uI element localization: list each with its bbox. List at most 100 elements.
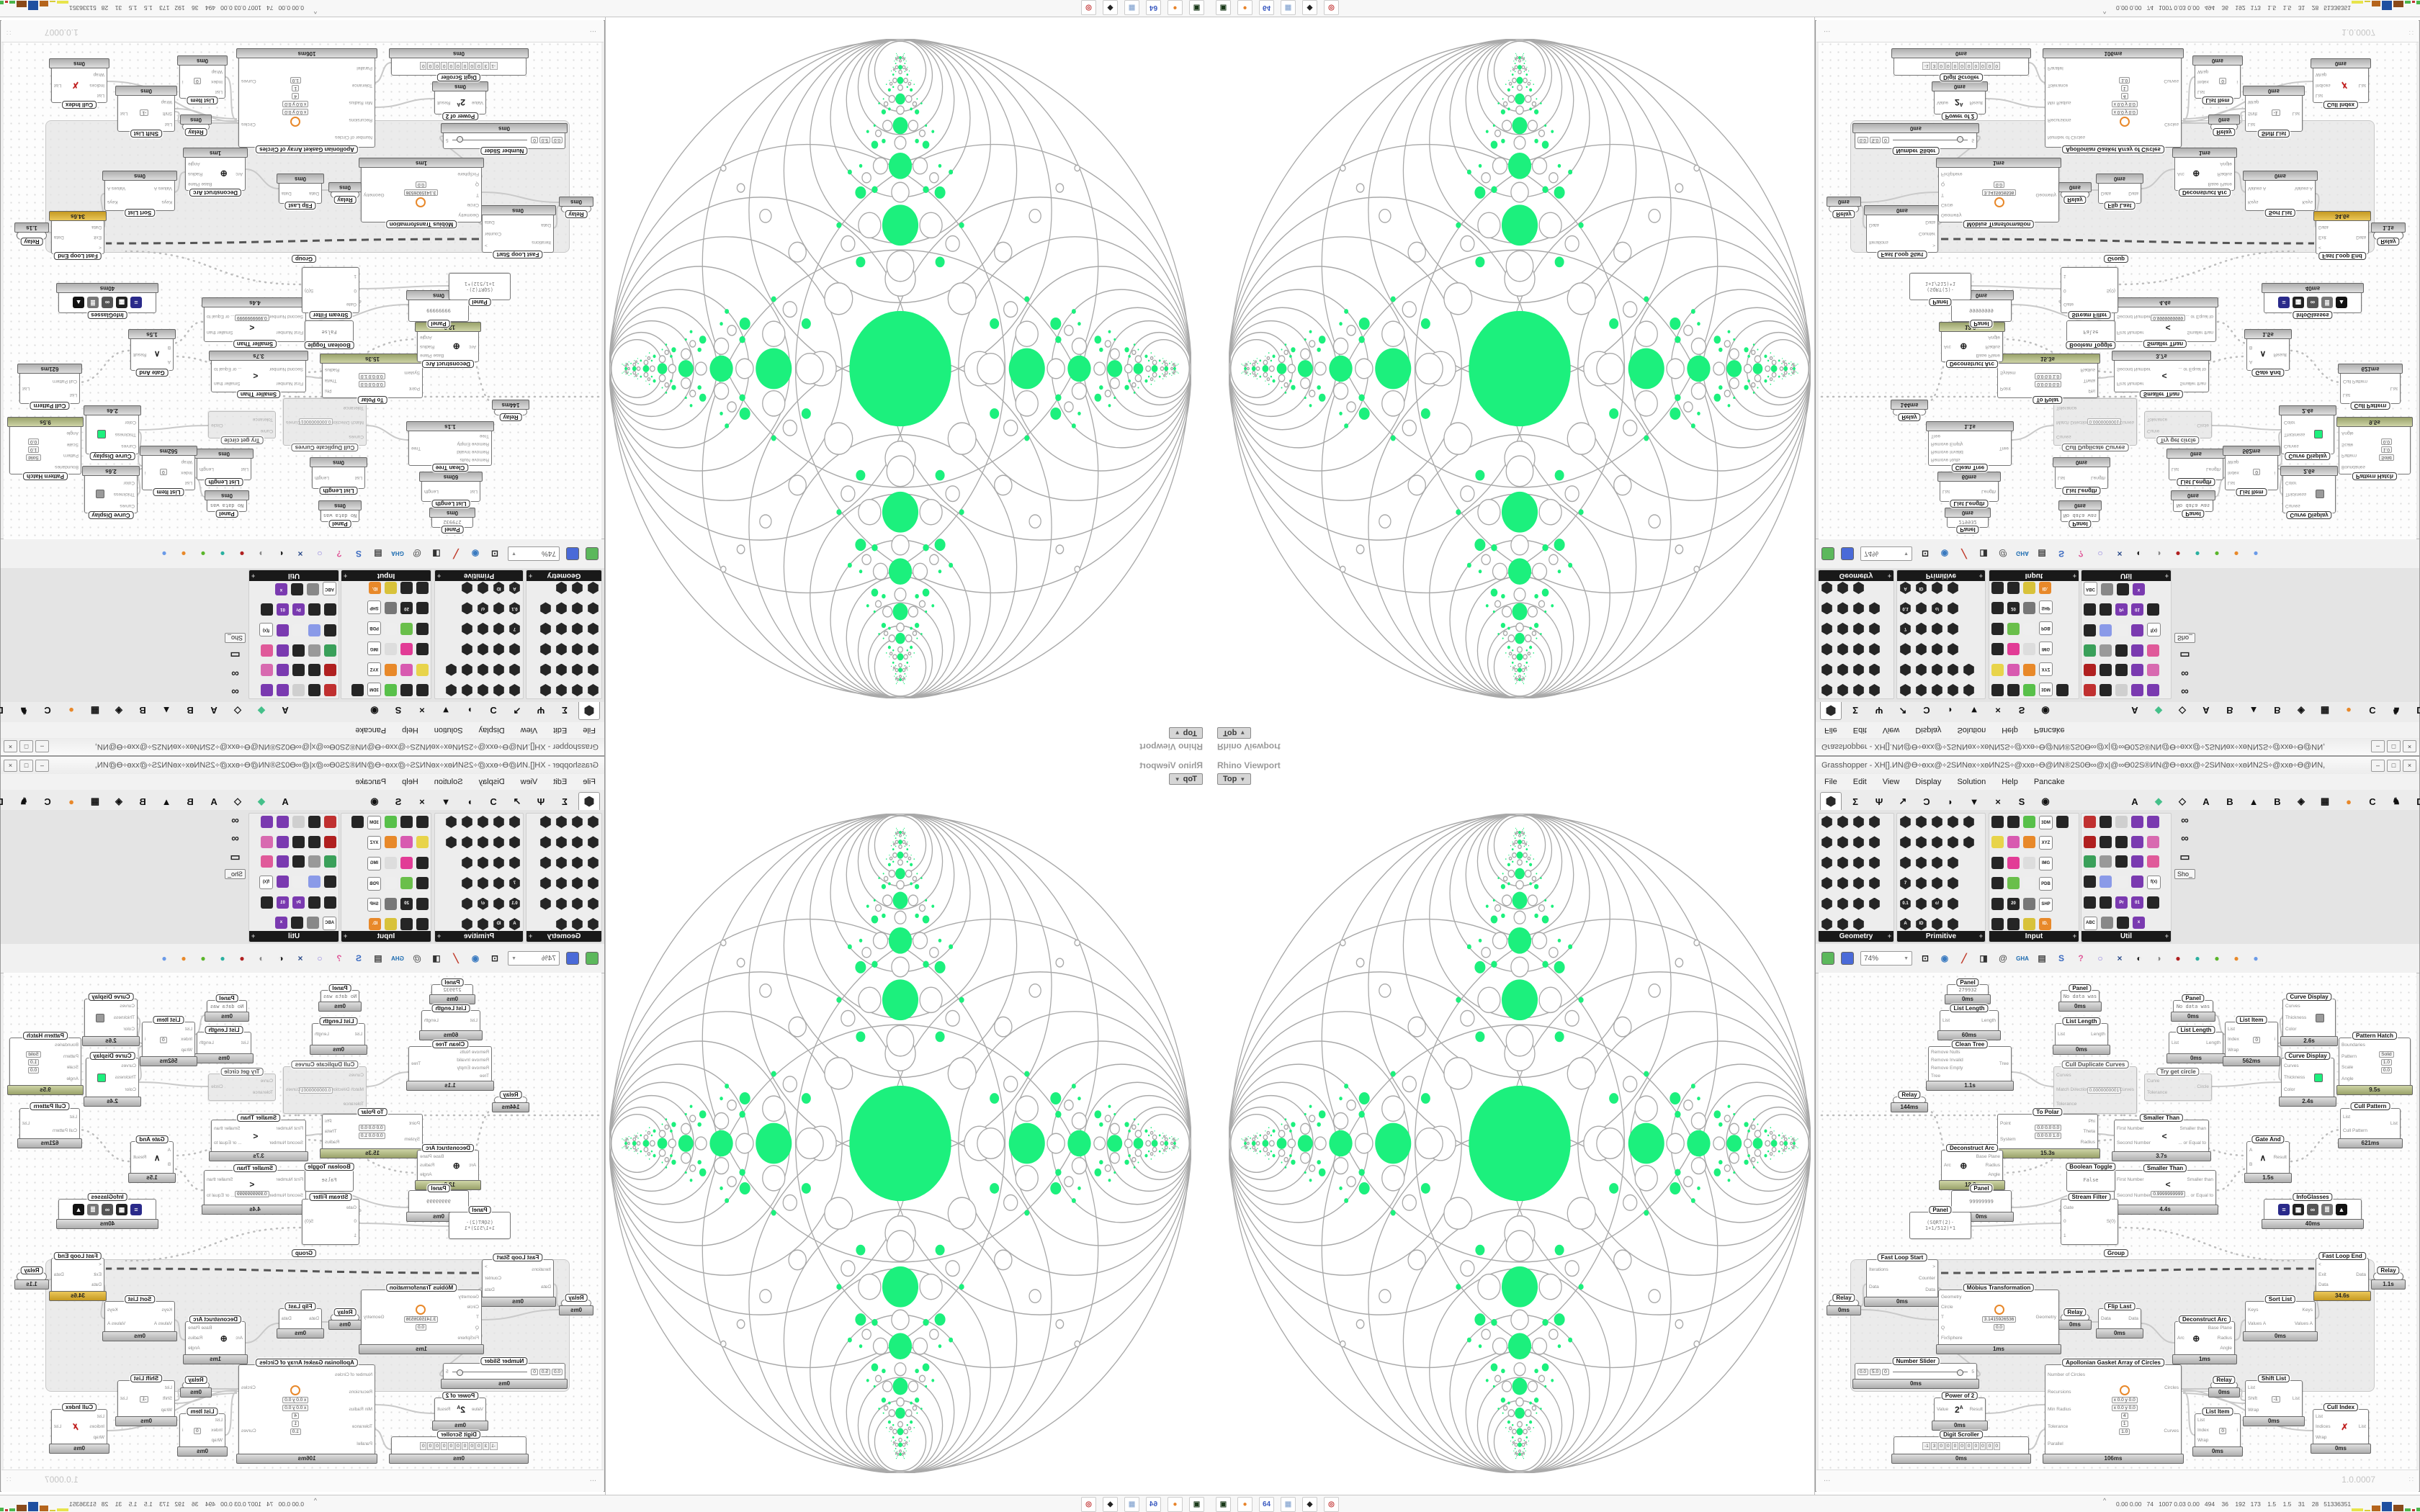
- gh-node-stream-filter[interactable]: Stream Filter Gate 0 1 S(0): [302, 267, 359, 319]
- component-icon[interactable]: [587, 602, 599, 614]
- gh-node-boolean-toggle[interactable]: Boolean Toggle False: [2066, 320, 2116, 349]
- component-icon[interactable]: [477, 836, 489, 848]
- component-icon[interactable]: [493, 623, 505, 635]
- menu-item-pancake[interactable]: Pancake: [355, 726, 387, 734]
- component-icon[interactable]: [2117, 583, 2129, 596]
- window-button[interactable]: –: [35, 760, 49, 772]
- menu-item-solution[interactable]: Solution: [434, 726, 463, 734]
- component-icon[interactable]: [385, 684, 397, 696]
- component-icon[interactable]: [2115, 875, 2128, 888]
- balloon-icon[interactable]: ○: [2097, 549, 2103, 559]
- calculator-icon[interactable]: ▦: [1281, 0, 1296, 15]
- component-icon[interactable]: [1821, 836, 1832, 849]
- component-icon[interactable]: [1915, 684, 1927, 696]
- component-icon[interactable]: x: [2133, 583, 2145, 596]
- category-tab[interactable]: ▦: [2320, 796, 2330, 806]
- component-icon[interactable]: [277, 684, 289, 696]
- window-button[interactable]: □: [19, 760, 33, 772]
- gh-node-smaller-than[interactable]: Smaller Than First Number Second Number <0.…: [202, 1164, 308, 1215]
- pin-orange-icon[interactable]: ●: [2233, 549, 2239, 559]
- component-icon[interactable]: [493, 684, 505, 696]
- help-box-icon[interactable]: ?: [336, 953, 342, 963]
- menu-item-help[interactable]: Help: [402, 778, 418, 786]
- component-icon[interactable]: [508, 684, 521, 696]
- component-icon[interactable]: [2115, 624, 2128, 637]
- component-icon[interactable]: [555, 857, 568, 869]
- sketch-pen-icon[interactable]: ╱: [453, 549, 459, 559]
- category-tab[interactable]: C: [44, 705, 51, 716]
- window-button[interactable]: –: [35, 740, 49, 752]
- pin-teal-icon[interactable]: ●: [2195, 953, 2200, 963]
- gh-node-shift-list[interactable]: Shift List List Shift Wrap -1 List 0ms: [2243, 86, 2305, 138]
- component-icon[interactable]: [477, 664, 489, 676]
- gh-node-curve-display[interactable]: Curve Display Curves Thickness Color 2.4s: [2279, 405, 2336, 460]
- gh-node-panel[interactable]: Panel No data was 0ms: [205, 994, 249, 1022]
- category-tab[interactable]: ▲: [161, 796, 171, 807]
- component-icon[interactable]: [400, 582, 413, 595]
- window-button[interactable]: –: [2371, 760, 2385, 772]
- category-tab[interactable]: Ɔ: [490, 705, 497, 716]
- window-button[interactable]: ×: [2403, 740, 2416, 752]
- component-icon[interactable]: [2023, 816, 2035, 828]
- zoom-level-select[interactable]: 74% ▼: [1860, 951, 1912, 966]
- save-file-icon[interactable]: [566, 952, 579, 965]
- gh-node-panel[interactable]: Panel No data was 0ms: [2171, 490, 2215, 518]
- component-icon[interactable]: [1991, 622, 2004, 635]
- zoom-level-select[interactable]: 74% ▼: [508, 546, 560, 561]
- viewport-icon[interactable]: ◨: [432, 549, 441, 559]
- pin-orange-icon[interactable]: ●: [181, 549, 187, 559]
- glasses-icon[interactable]: ∞: [231, 667, 239, 680]
- component-icon[interactable]: c/: [477, 898, 489, 910]
- component-icon[interactable]: [2023, 897, 2035, 910]
- gha-loader-icon[interactable]: GHA: [2016, 550, 2029, 557]
- sketch-pen-icon[interactable]: ╱: [1961, 953, 1967, 963]
- category-tab[interactable]: ◉: [2041, 796, 2050, 806]
- category-tab[interactable]: ♞: [19, 706, 28, 716]
- gh-node-cull-index[interactable]: Cull Index List Indices Wrap ✗ List 0ms: [2311, 1403, 2371, 1454]
- glasses-icon[interactable]: ▭: [2179, 851, 2190, 863]
- component-icon[interactable]: [493, 836, 505, 848]
- component-icon[interactable]: [292, 816, 305, 828]
- menu-item-file[interactable]: File: [583, 726, 596, 734]
- component-icon[interactable]: [308, 624, 321, 637]
- component-icon[interactable]: [1915, 602, 1927, 614]
- component-icon[interactable]: 0.1: [1900, 897, 1911, 910]
- component-icon[interactable]: [1947, 643, 1959, 655]
- category-tab[interactable]: A: [2202, 705, 2210, 716]
- category-tab[interactable]: ▲: [2249, 705, 2259, 716]
- component-icon[interactable]: [1991, 856, 2004, 869]
- component-icon[interactable]: 3DM: [367, 816, 381, 829]
- category-tab[interactable]: D: [2416, 796, 2420, 807]
- component-icon[interactable]: x: [275, 583, 287, 596]
- component-icon[interactable]: XYZ: [2039, 836, 2053, 850]
- component-icon[interactable]: [2007, 816, 2020, 828]
- component-icon[interactable]: [261, 664, 273, 677]
- gh-node-panel[interactable]: Panel No data was 0ms: [2171, 994, 2215, 1022]
- calculator-icon[interactable]: ▦: [1281, 1497, 1296, 1512]
- ball-blue-icon[interactable]: ●: [161, 549, 167, 559]
- component-icon[interactable]: [324, 664, 336, 677]
- component-icon[interactable]: [1837, 917, 1848, 930]
- component-icon[interactable]: [261, 835, 273, 848]
- component-icon[interactable]: [461, 898, 473, 910]
- component-icon[interactable]: [385, 856, 397, 869]
- mandala-icon[interactable]: ◎: [1324, 1497, 1339, 1512]
- category-tab[interactable]: B: [2274, 796, 2281, 807]
- gh-node-list-item[interactable]: List Item List Index Wrap 0 i 0ms: [177, 55, 228, 104]
- component-icon[interactable]: [1852, 643, 1865, 655]
- gh-node-relay[interactable]: Relay 0ms: [2208, 1376, 2240, 1398]
- component-icon[interactable]: [539, 684, 552, 696]
- save-file-icon[interactable]: [566, 547, 579, 560]
- category-tab[interactable]: ♞: [2392, 796, 2401, 806]
- menu-item-edit[interactable]: Edit: [553, 778, 568, 786]
- search-icon[interactable]: S: [356, 549, 362, 559]
- component-icon[interactable]: [385, 917, 397, 930]
- component-icon[interactable]: [308, 664, 321, 677]
- component-icon[interactable]: [2007, 856, 2020, 869]
- component-icon[interactable]: [2023, 684, 2035, 696]
- component-icon[interactable]: 20: [400, 897, 413, 910]
- component-icon[interactable]: [2099, 624, 2112, 637]
- component-icon[interactable]: [571, 664, 583, 676]
- menu-item-help[interactable]: Help: [402, 726, 418, 734]
- gh-node-apollonian-gasket-array-of-circles[interactable]: Apollonian Gasket Array of Circles Number…: [236, 1359, 377, 1464]
